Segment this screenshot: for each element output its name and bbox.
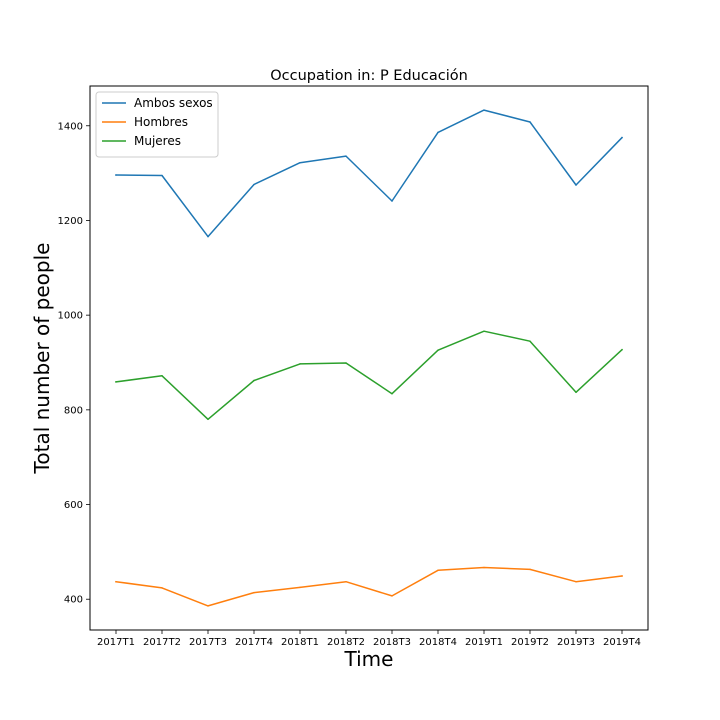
data-point [483, 109, 485, 111]
x-tick-label: 2017T2 [143, 637, 181, 648]
x-tick-label: 2018T4 [419, 637, 457, 648]
data-point [299, 586, 301, 589]
plot-area [115, 109, 624, 607]
data-point [437, 131, 439, 134]
data-point [529, 568, 531, 571]
x-tick-label: 2019T3 [557, 637, 595, 648]
chart-title: Occupation in: P Educación [270, 68, 468, 84]
x-tick-label: 2017T1 [97, 637, 135, 648]
data-point [207, 418, 209, 421]
data-point [345, 580, 347, 583]
y-tick-label: 600 [64, 500, 83, 511]
legend-box [95, 91, 219, 158]
axes: 2017T1 2017T2 2017T3 2017T4 2018T1 2018T2 2018… [58, 85, 649, 648]
data-point [391, 392, 393, 395]
data-point [115, 580, 117, 583]
y-tick-label: 400 [64, 595, 83, 606]
data-point [437, 569, 439, 572]
data-point [391, 200, 393, 202]
data-point [621, 348, 623, 351]
legend-label: Ambos sexos [134, 96, 213, 110]
x-tick-label: 2019T1 [465, 637, 503, 648]
y-tick-label: 1400 [58, 121, 83, 132]
data-point [253, 379, 255, 382]
axes-frame [89, 85, 649, 631]
y-tick-label: 1000 [58, 311, 83, 322]
x-tick-label: 2018T3 [373, 637, 411, 648]
y-tick-label: 1200 [58, 216, 83, 227]
data-point [483, 330, 485, 332]
x-tick-label: 2017T3 [189, 637, 227, 648]
x-tick-label: 2018T2 [327, 637, 365, 648]
y-tick-label: 800 [64, 405, 83, 416]
data-point [621, 136, 623, 139]
data-point [161, 174, 163, 177]
legend: Ambos sexos Hombres Mujeres [95, 91, 219, 158]
data-point [161, 587, 163, 589]
data-point [253, 183, 255, 186]
data-point [391, 595, 393, 597]
data-point [483, 566, 485, 569]
data-point [161, 375, 163, 377]
data-point [345, 155, 347, 157]
data-point [115, 381, 117, 383]
data-point [575, 391, 577, 394]
x-tick-label: 2018T1 [281, 637, 319, 648]
series-line-mujeres [115, 330, 624, 421]
x-tick-label: 2019T4 [603, 637, 641, 648]
data-point [207, 605, 209, 607]
data-point [299, 161, 301, 164]
data-point [299, 363, 301, 365]
x-tick-label: 2017T4 [235, 637, 273, 648]
data-point [345, 362, 347, 364]
legend-label: Mujeres [134, 134, 181, 148]
data-point [529, 340, 531, 342]
series-line-hombres [115, 566, 623, 607]
data-point [575, 184, 577, 186]
series-line-ambos-sexos [115, 109, 624, 238]
y-axis-label: Total number of people [30, 243, 54, 475]
data-point [253, 591, 255, 594]
data-point [437, 349, 439, 351]
x-tick-label: 2019T2 [511, 637, 549, 648]
legend-label: Hombres [134, 115, 188, 129]
data-point [115, 174, 117, 176]
x-axis-label: Time [344, 647, 394, 671]
data-point [529, 121, 531, 123]
data-point [575, 580, 577, 583]
data-point [207, 235, 209, 238]
data-point [621, 575, 623, 577]
